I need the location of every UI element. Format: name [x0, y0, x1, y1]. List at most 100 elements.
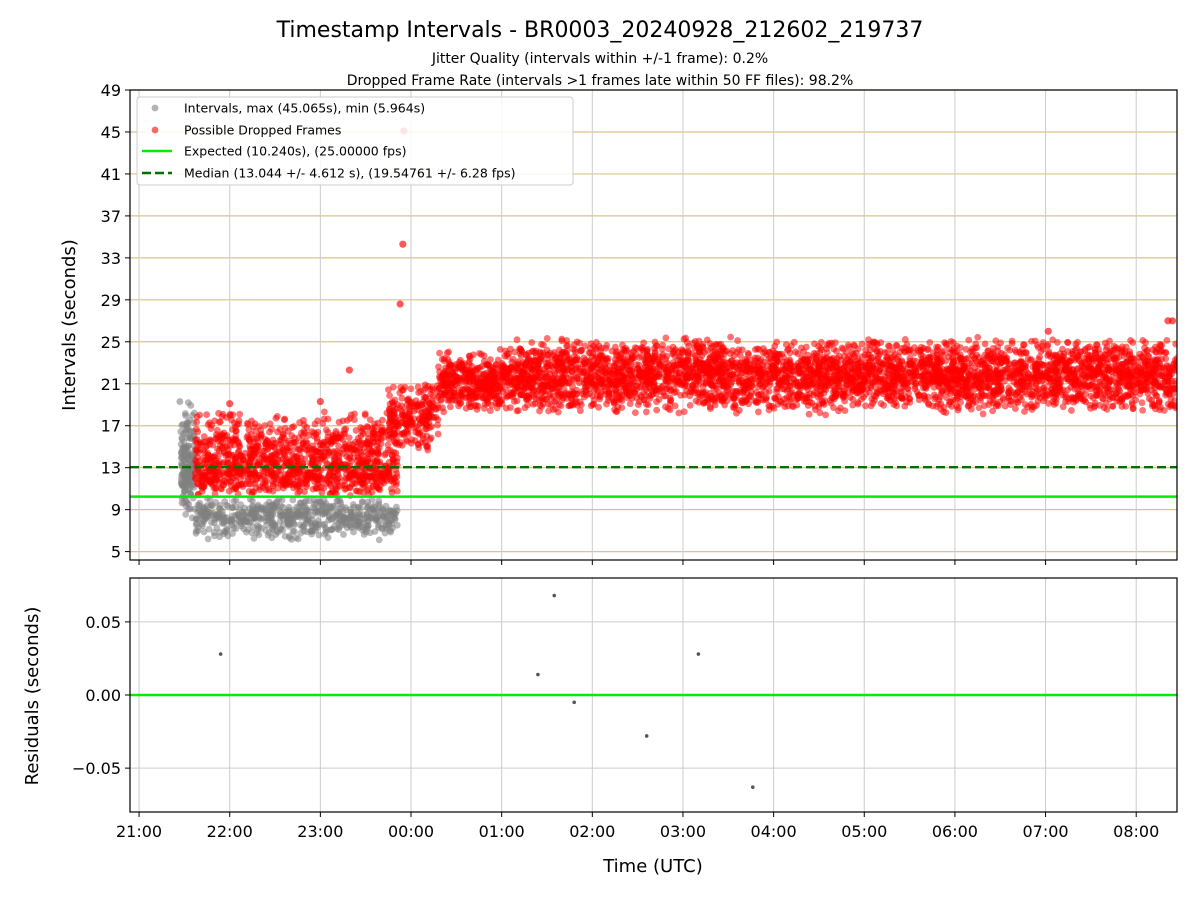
- dropped-frame-point: [329, 435, 336, 443]
- dropped-frame-point: [236, 410, 244, 418]
- interval-point: [324, 506, 332, 514]
- dropped-frame-point: [288, 432, 296, 440]
- interval-point: [393, 503, 400, 511]
- dropped-frame-point: [662, 334, 670, 342]
- dropped-frame-point: [391, 475, 399, 483]
- dropped-frame-point: [377, 473, 385, 481]
- interval-point: [228, 504, 236, 511]
- interval-point: [250, 534, 258, 542]
- dropped-frame-point: [385, 386, 392, 394]
- interval-point: [187, 402, 195, 409]
- dropped-frame-point: [399, 386, 407, 394]
- dropped-frame-point: [352, 487, 360, 495]
- dropped-frame-point: [446, 403, 454, 411]
- dropped-frame-point: [234, 438, 242, 445]
- dropped-frame-point: [423, 432, 431, 440]
- dropped-frame-point: [192, 446, 200, 454]
- dropped-frame-point: [255, 423, 263, 430]
- interval-point: [178, 435, 186, 443]
- dropped-frame-point: [303, 483, 310, 491]
- dropped-frame-point: [263, 437, 271, 445]
- dropped-frame-point: [974, 333, 982, 341]
- dropped-frame-point: [426, 405, 434, 412]
- dropped-frame-point: [267, 453, 275, 461]
- dropped-frame-point: [964, 402, 972, 410]
- dropped-frame-point: [261, 479, 269, 487]
- dropped-frame-point: [380, 479, 388, 487]
- dropped-frame-point: [466, 369, 473, 377]
- interval-points: [176, 127, 1177, 544]
- dropped-frame-point: [476, 349, 483, 357]
- interval-point: [315, 531, 323, 539]
- dropped-frame-point: [444, 370, 452, 378]
- interval-point: [216, 501, 224, 509]
- dropped-frame-point: [398, 394, 406, 402]
- dropped-frame-point: [471, 378, 478, 385]
- dropped-frame-point: [558, 335, 566, 343]
- dropped-frame-point: [345, 440, 353, 448]
- dropped-frame-point: [319, 420, 327, 427]
- dropped-frame-point: [343, 416, 351, 424]
- dropped-frame-point: [421, 394, 429, 401]
- dropped-frame-point: [235, 417, 243, 425]
- dropped-frame-point: [371, 469, 378, 477]
- dropped-frame-point: [272, 470, 280, 478]
- dropped-frame-point: [1138, 399, 1146, 407]
- dropped-frame-point: [345, 434, 353, 442]
- dropped-frame-point: [1004, 344, 1011, 352]
- dropped-frame-point: [361, 410, 369, 418]
- dropped-frame-point: [476, 384, 484, 392]
- dropped-frame-point: [592, 338, 600, 346]
- interval-point: [279, 526, 287, 534]
- dropped-frame-point: [339, 450, 347, 457]
- dropped-frame-point: [226, 477, 234, 485]
- dropped-frame-point: [421, 425, 429, 433]
- dropped-frame-point: [446, 397, 453, 404]
- dropped-frame-point: [277, 440, 285, 448]
- interval-point: [205, 525, 213, 533]
- interval-point: [347, 522, 355, 530]
- dropped-frame-point: [429, 386, 437, 394]
- interval-point: [183, 499, 191, 507]
- dropped-frame-point: [193, 436, 201, 443]
- dropped-frame-point: [364, 423, 372, 431]
- dropped-frame-point: [406, 418, 414, 426]
- interval-point: [228, 521, 236, 529]
- interval-point: [216, 533, 224, 541]
- interval-point: [177, 449, 185, 457]
- dropped-frame-point: [472, 367, 480, 374]
- dropped-frame-point: [374, 484, 382, 492]
- dropped-frame-point: [371, 423, 379, 431]
- dropped-frame-point: [279, 455, 286, 463]
- dropped-frame-point: [342, 425, 350, 433]
- interval-point: [192, 529, 200, 537]
- dropped-frame-point: [310, 454, 318, 462]
- interval-point: [324, 534, 332, 541]
- dropped-frame-point: [254, 438, 262, 446]
- dropped-frame-point: [204, 477, 212, 484]
- interval-point: [204, 535, 212, 543]
- dropped-frame-point: [300, 416, 307, 424]
- dropped-frame-point: [472, 389, 479, 397]
- dropped-frame-point: [301, 429, 309, 437]
- dropped-frame-point: [391, 430, 398, 438]
- dropped-frame-point: [414, 440, 422, 448]
- interval-point: [388, 516, 396, 524]
- dropped-frame-point: [930, 383, 938, 391]
- dropped-frame-point: [335, 459, 343, 466]
- dropped-frame-point: [295, 450, 303, 458]
- dropped-frame-point: [1020, 341, 1027, 349]
- interval-point: [265, 515, 273, 523]
- dropped-frame-point: [462, 376, 469, 383]
- dropped-frame-point: [272, 414, 280, 422]
- interval-point: [222, 501, 230, 509]
- interval-point: [302, 507, 310, 514]
- dropped-frame-point: [521, 404, 529, 412]
- dropped-frame-point: [440, 391, 448, 399]
- dropped-frame-point: [204, 449, 211, 457]
- dropped-frame-point: [407, 385, 415, 393]
- dropped-frame-point: [377, 426, 385, 434]
- interval-point: [178, 475, 185, 483]
- dropped-frame-point: [653, 398, 660, 406]
